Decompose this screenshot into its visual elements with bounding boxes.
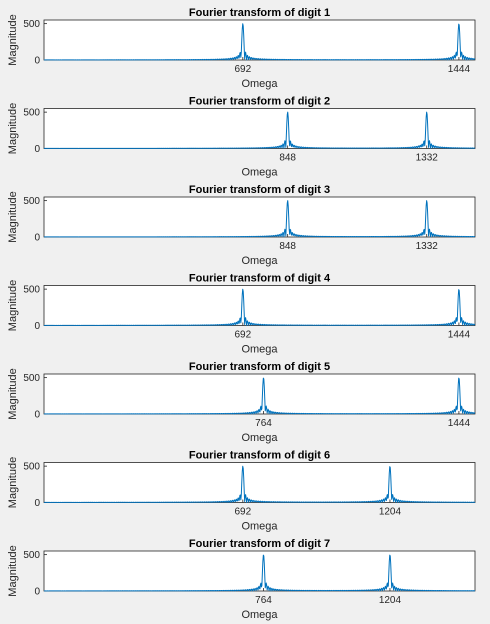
- x-tick-label: 764: [255, 418, 272, 429]
- y-tick-label: 500: [23, 19, 40, 30]
- chart-title: Fourier transform of digit 3: [189, 184, 330, 196]
- x-axis-label: Omega: [241, 78, 278, 90]
- magnitude-series: [43, 111, 476, 149]
- x-axis-label: Omega: [241, 167, 278, 179]
- magnitude-series: [43, 288, 476, 326]
- chart-title: Fourier transform of digit 5: [189, 361, 330, 373]
- y-axis-label: Magnitude: [7, 280, 19, 331]
- y-tick-label: 0: [34, 233, 40, 244]
- x-tick-label: 1444: [448, 64, 471, 75]
- x-tick-label: 692: [234, 507, 251, 518]
- subplot-6: Fourier transform of digit 6 Magnitude Ome…: [7, 450, 476, 533]
- x-tick-label: 848: [279, 241, 296, 252]
- x-tick-label: 1332: [416, 241, 439, 252]
- chart-title: Fourier transform of digit 7: [189, 538, 330, 550]
- y-axis-label: Magnitude: [7, 368, 19, 419]
- axes-box: [43, 462, 476, 503]
- axes-box: [43, 196, 476, 238]
- y-tick-label: 0: [34, 56, 40, 67]
- y-axis-label: Magnitude: [7, 545, 19, 596]
- chart-title: Fourier transform of digit 2: [189, 96, 330, 108]
- y-tick-label: 500: [23, 108, 40, 119]
- x-tick-label: 1204: [379, 595, 402, 606]
- y-tick-label: 500: [23, 462, 40, 473]
- x-tick-label: 1204: [379, 507, 402, 518]
- y-tick-label: 0: [34, 587, 40, 598]
- y-axis-label: Magnitude: [7, 191, 19, 242]
- x-tick-label: 764: [255, 595, 272, 606]
- x-tick-label: 692: [234, 330, 251, 341]
- magnitude-series: [43, 554, 476, 592]
- x-tick-label: 1444: [448, 330, 471, 341]
- y-tick-label: 0: [34, 410, 40, 421]
- x-axis-label: Omega: [241, 344, 278, 356]
- subplot-2: Fourier transform of digit 2 Magnitude Ome…: [7, 96, 476, 179]
- x-axis-label: Omega: [241, 255, 278, 267]
- y-tick-label: 0: [34, 144, 40, 155]
- magnitude-series: [43, 200, 476, 238]
- axes-box: [43, 550, 476, 592]
- x-tick-label: 692: [234, 64, 251, 75]
- x-axis-label: Omega: [241, 432, 278, 444]
- subplot-4: Fourier transform of digit 4 Magnitude Ome…: [7, 273, 476, 356]
- y-axis-label: Magnitude: [7, 457, 19, 508]
- axes-box: [43, 108, 476, 149]
- y-axis-label: Magnitude: [7, 14, 19, 65]
- chart-title: Fourier transform of digit 4: [189, 273, 331, 285]
- magnitude-series: [43, 377, 476, 415]
- y-tick-label: 0: [34, 498, 40, 509]
- subplot-3: Fourier transform of digit 3 Magnitude Ome…: [7, 184, 476, 267]
- y-tick-label: 500: [23, 550, 40, 561]
- subplot-7: Fourier transform of digit 7 Magnitude Ome…: [7, 538, 476, 621]
- y-tick-label: 500: [23, 285, 40, 296]
- axes-box: [43, 19, 476, 61]
- magnitude-series: [43, 465, 476, 503]
- y-axis-label: Magnitude: [7, 103, 19, 154]
- subplot-1: Fourier transform of digit 1 Magnitude Ome…: [7, 7, 476, 90]
- axes-box: [43, 285, 476, 326]
- x-tick-label: 848: [279, 153, 296, 164]
- chart-title: Fourier transform of digit 6: [189, 450, 330, 462]
- x-axis-label: Omega: [241, 521, 278, 533]
- y-tick-label: 0: [34, 321, 40, 332]
- x-tick-label: 1444: [448, 418, 471, 429]
- axes-box: [43, 373, 476, 415]
- x-axis-label: Omega: [241, 609, 278, 621]
- magnitude-series: [43, 23, 476, 61]
- subplot-5: Fourier transform of digit 5 Magnitude Ome…: [7, 361, 476, 444]
- y-tick-label: 500: [23, 196, 40, 207]
- x-tick-label: 1332: [416, 153, 439, 164]
- y-tick-label: 500: [23, 373, 40, 384]
- chart-title: Fourier transform of digit 1: [189, 7, 330, 19]
